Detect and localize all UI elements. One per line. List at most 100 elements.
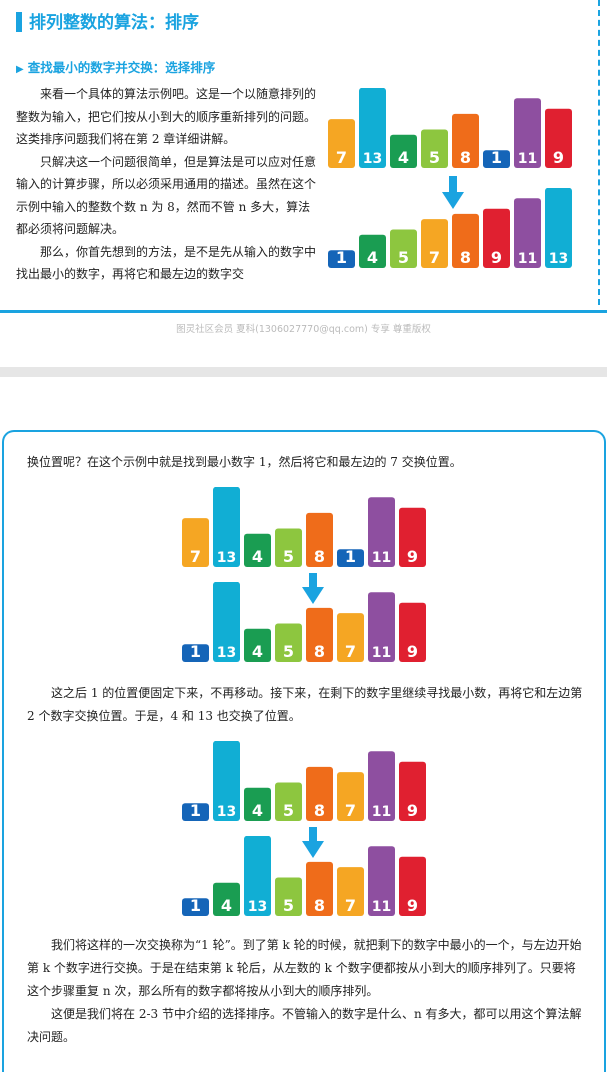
- bar-value-label: 9: [407, 801, 418, 820]
- bar: [390, 229, 417, 268]
- paragraph: 换位置呢？在这个示例中就是找到最小数字 1，然后将它和最左边的 7 交换位置。: [27, 451, 587, 474]
- bar-value-label: 8: [314, 801, 325, 820]
- bar: [306, 607, 333, 662]
- bar-value-label: 1: [190, 896, 201, 915]
- bar-value-label: 1: [190, 801, 201, 820]
- bar: [306, 766, 333, 821]
- bar-value-label: 9: [553, 148, 564, 167]
- paragraph: 我们将这样的一次交换称为“1 轮”。到了第 k 轮的时候，就把剩下的数字中最小的…: [27, 934, 587, 1049]
- bar: [244, 787, 271, 821]
- chart-round2-before: 1 13 4 5 8 7 11 9: [182, 740, 430, 827]
- bar-value-label: 1: [190, 642, 201, 661]
- bar: [182, 518, 209, 567]
- bar: [545, 108, 572, 168]
- bar-value-label: 1: [491, 148, 502, 167]
- bar: [213, 486, 240, 567]
- bar: [275, 528, 302, 567]
- paragraph: 来看一个具体的算法示例吧。这是一个以随意排列的整数为输入，把它们按从小到大的顺序…: [16, 87, 317, 146]
- bar-value-label: 5: [283, 801, 294, 820]
- bar: [399, 507, 426, 567]
- bar-chart-svg: 7 13 4 5 8 1 11 9: [328, 87, 572, 168]
- bar-value-label: 11: [372, 899, 391, 915]
- bar: [483, 150, 510, 168]
- bar-chart-svg: 1 13 4 5 8 7 11 9: [182, 740, 426, 821]
- page-border-bottom: [0, 310, 607, 313]
- intro-text: 来看一个具体的算法示例吧。这是一个以随意排列的整数为输入，把它们按从小到大的顺序…: [16, 83, 316, 286]
- bar-value-label: 7: [345, 896, 356, 915]
- bar: [306, 861, 333, 916]
- paragraph-text: 我们将这样的一次交换称为“1 轮”。到了第 k 轮的时候，就把剩下的数字中最小的…: [27, 938, 582, 998]
- bar: [368, 497, 395, 567]
- bar: [359, 87, 386, 168]
- bar: [359, 234, 386, 268]
- bar: [399, 602, 426, 662]
- bar-value-label: 1: [345, 547, 356, 566]
- bar: [275, 623, 302, 662]
- bar: [337, 867, 364, 916]
- bar-value-label: 4: [221, 896, 232, 915]
- bar: [182, 644, 209, 662]
- bar: [244, 533, 271, 567]
- bar: [399, 856, 426, 916]
- bar: [368, 846, 395, 916]
- bar-value-label: 11: [518, 151, 537, 167]
- bar-value-label: 13: [363, 151, 382, 167]
- bar: [337, 613, 364, 662]
- bar: [328, 250, 355, 268]
- chart-round2-after: 1 4 13 5 8 7 11 9: [182, 835, 430, 922]
- bar-value-label: 8: [460, 148, 471, 167]
- bar: [368, 751, 395, 821]
- chart-round1-after: 1 13 4 5 8 7 11 9: [182, 581, 430, 668]
- paragraph: 只解决这一个问题很简单，但是算法是可以应对任意输入的计算步骤，所以必须采用通用的…: [16, 154, 317, 237]
- bar: [337, 772, 364, 821]
- paragraph: 那么，你首先想到的方法，是不是先从输入的数字中找出最小的数字，再将它和最左边的数…: [16, 244, 317, 282]
- down-arrow-icon: [302, 573, 324, 604]
- subsection-title: ▶ 查找最小的数字并交换：选择排序: [16, 57, 215, 76]
- bar: [337, 549, 364, 567]
- page-1: 排列整数的算法：排序 ▶ 查找最小的数字并交换：选择排序 来看一个具体的算法示例吧…: [0, 0, 607, 345]
- subsection-title-text: 查找最小的数字并交换：选择排序: [27, 60, 216, 75]
- bar-value-label: 5: [398, 248, 409, 267]
- bar: [399, 761, 426, 821]
- bar: [328, 119, 355, 168]
- bar: [182, 898, 209, 916]
- paragraph-text: 这便是我们将在 2-3 节中介绍的选择排序。不管输入的数字是什么、n 有多大，都…: [27, 1007, 582, 1044]
- chart-unsorted: 7 13 4 5 8 1 11 9: [328, 87, 576, 174]
- bar-value-label: 4: [252, 801, 263, 820]
- bar-value-label: 11: [372, 804, 391, 820]
- bar-value-label: 13: [217, 645, 236, 661]
- bar-value-label: 4: [367, 248, 378, 267]
- chart-sorted: 1 4 5 7 8 9 11 13: [328, 187, 576, 274]
- triangle-bullet-icon: ▶: [16, 64, 24, 75]
- bar: [545, 187, 572, 268]
- chart-round1-before: 7 13 4 5 8 1 11 9: [182, 486, 430, 573]
- bar-value-label: 7: [345, 642, 356, 661]
- bar-value-label: 9: [407, 642, 418, 661]
- bar-value-label: 11: [372, 645, 391, 661]
- bar: [368, 592, 395, 662]
- page-2: [2, 430, 606, 1072]
- bar: [275, 877, 302, 916]
- bar-chart-svg: 1 4 13 5 8 7 11 9: [182, 835, 426, 916]
- bar-chart-svg: 1 13 4 5 8 7 11 9: [182, 581, 426, 662]
- bar-value-label: 9: [407, 896, 418, 915]
- bar-value-label: 9: [407, 547, 418, 566]
- bar: [514, 98, 541, 168]
- bar: [213, 882, 240, 916]
- bar-value-label: 4: [252, 642, 263, 661]
- title-accent-bar: [16, 12, 22, 32]
- down-arrow-icon: [442, 176, 464, 209]
- section-title: 排列整数的算法：排序: [29, 13, 199, 33]
- bar: [452, 113, 479, 168]
- bar-value-label: 9: [491, 248, 502, 267]
- bar: [483, 208, 510, 268]
- bar-value-label: 8: [314, 896, 325, 915]
- paragraph-text: 这之后 1 的位置便固定下来，不再移动。接下来，在剩下的数字里继续寻找最小数，再…: [27, 686, 583, 723]
- bar: [306, 512, 333, 567]
- bar: [213, 581, 240, 662]
- paragraph-text: 换位置呢？在这个示例中就是找到最小数字 1，然后将它和最左边的 7 交换位置。: [27, 455, 462, 469]
- bar-value-label: 8: [314, 547, 325, 566]
- bar-value-label: 11: [518, 251, 537, 267]
- bar: [244, 835, 271, 916]
- bar-value-label: 4: [252, 547, 263, 566]
